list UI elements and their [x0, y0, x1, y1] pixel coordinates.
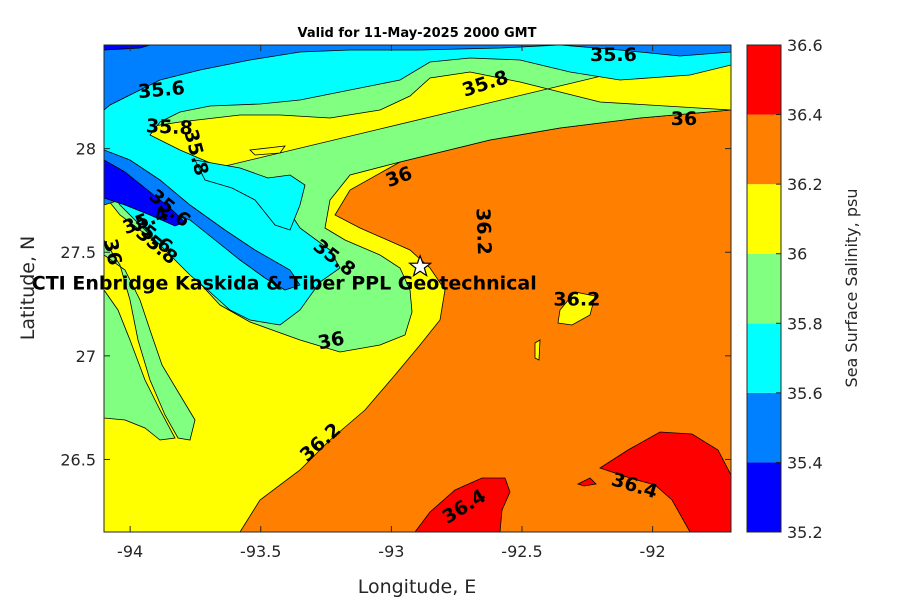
colorbar-tick-label: 35.8: [787, 314, 823, 333]
band-35.2-35.4: [104, 45, 186, 227]
y-tick-label: 27.5: [60, 243, 96, 262]
x-tick-label: -92.5: [501, 542, 542, 561]
contour-label: 35.6: [590, 44, 637, 66]
contour-label: 36.2: [472, 208, 496, 256]
y-axis-label: Latitude, N: [17, 236, 39, 341]
colorbar-tick-label: 36: [787, 245, 807, 264]
x-tick-label: -92: [640, 542, 666, 561]
band-35.8-36.0-west: [104, 239, 196, 441]
yellow-island-east: [557, 291, 596, 326]
cyan-patch: [194, 159, 306, 231]
colorbar-segment: [747, 392, 781, 463]
colorbar-segment: [747, 45, 781, 115]
colorbar-frame: [746, 44, 782, 533]
colorbar-tick-label: 35.6: [787, 384, 823, 403]
x-axis-label: Longitude, E: [358, 576, 477, 598]
axes-frame: [103, 44, 732, 533]
x-tick-label: -93.5: [240, 542, 281, 561]
contour-label: 36: [316, 327, 346, 354]
colorbar-segment: [747, 184, 781, 254]
colorbar-segment: [747, 114, 781, 185]
y-axis-ticks: 26.5 27 27.5 28: [60, 140, 731, 469]
band-36.4-36.6-east: [599, 431, 731, 532]
colorbar-tick-label: 36.4: [787, 106, 823, 125]
contour-label: 36: [99, 237, 126, 267]
contour-label: 35.8: [145, 115, 193, 139]
contour-label: 36.2: [553, 288, 600, 310]
band-35.8-36.0-left: [104, 289, 176, 441]
x-tick-label: -93: [378, 542, 404, 561]
colorbar-segment: [747, 323, 781, 393]
contour-label: 35.6: [137, 77, 186, 103]
red-speck: [576, 477, 597, 487]
colorbar-tick-label: 35.2: [787, 523, 823, 542]
contour-label: 36: [671, 108, 697, 130]
contour-map: 35.635.635.835.835.835.835.635.435.635.8…: [99, 44, 731, 532]
y-tick-label: 26.5: [60, 450, 96, 469]
colorbar-segment: [747, 462, 781, 532]
x-tick-label: -94: [117, 542, 143, 561]
colorbar-label: Sea Surface Salinity, psu: [842, 189, 861, 388]
chart-title: Valid for 11-May-2025 2000 GMT: [298, 26, 537, 41]
yellow-island-north: [249, 145, 286, 156]
y-tick-label: 28: [76, 140, 96, 159]
colorbar: 35.2 35.4 35.6 35.8 36 36.2 36.4 36.6: [746, 36, 823, 542]
site-star-icon: [408, 253, 433, 278]
y-tick-label: 27: [76, 347, 96, 366]
colorbar-tick-label: 36.6: [787, 36, 823, 55]
colorbar-segment: [747, 253, 781, 324]
project-annotation: CTI Enbridge Kaskida & Tiber PPL Geotech…: [32, 272, 537, 294]
x-axis-ticks: -94 -93.5 -93 -92.5 -92: [117, 45, 666, 561]
yellow-sliver: [534, 339, 541, 361]
colorbar-tick-label: 36.2: [787, 175, 823, 194]
band-36.4-36.6-south: [414, 477, 511, 532]
colorbar-tick-label: 35.4: [787, 453, 823, 472]
